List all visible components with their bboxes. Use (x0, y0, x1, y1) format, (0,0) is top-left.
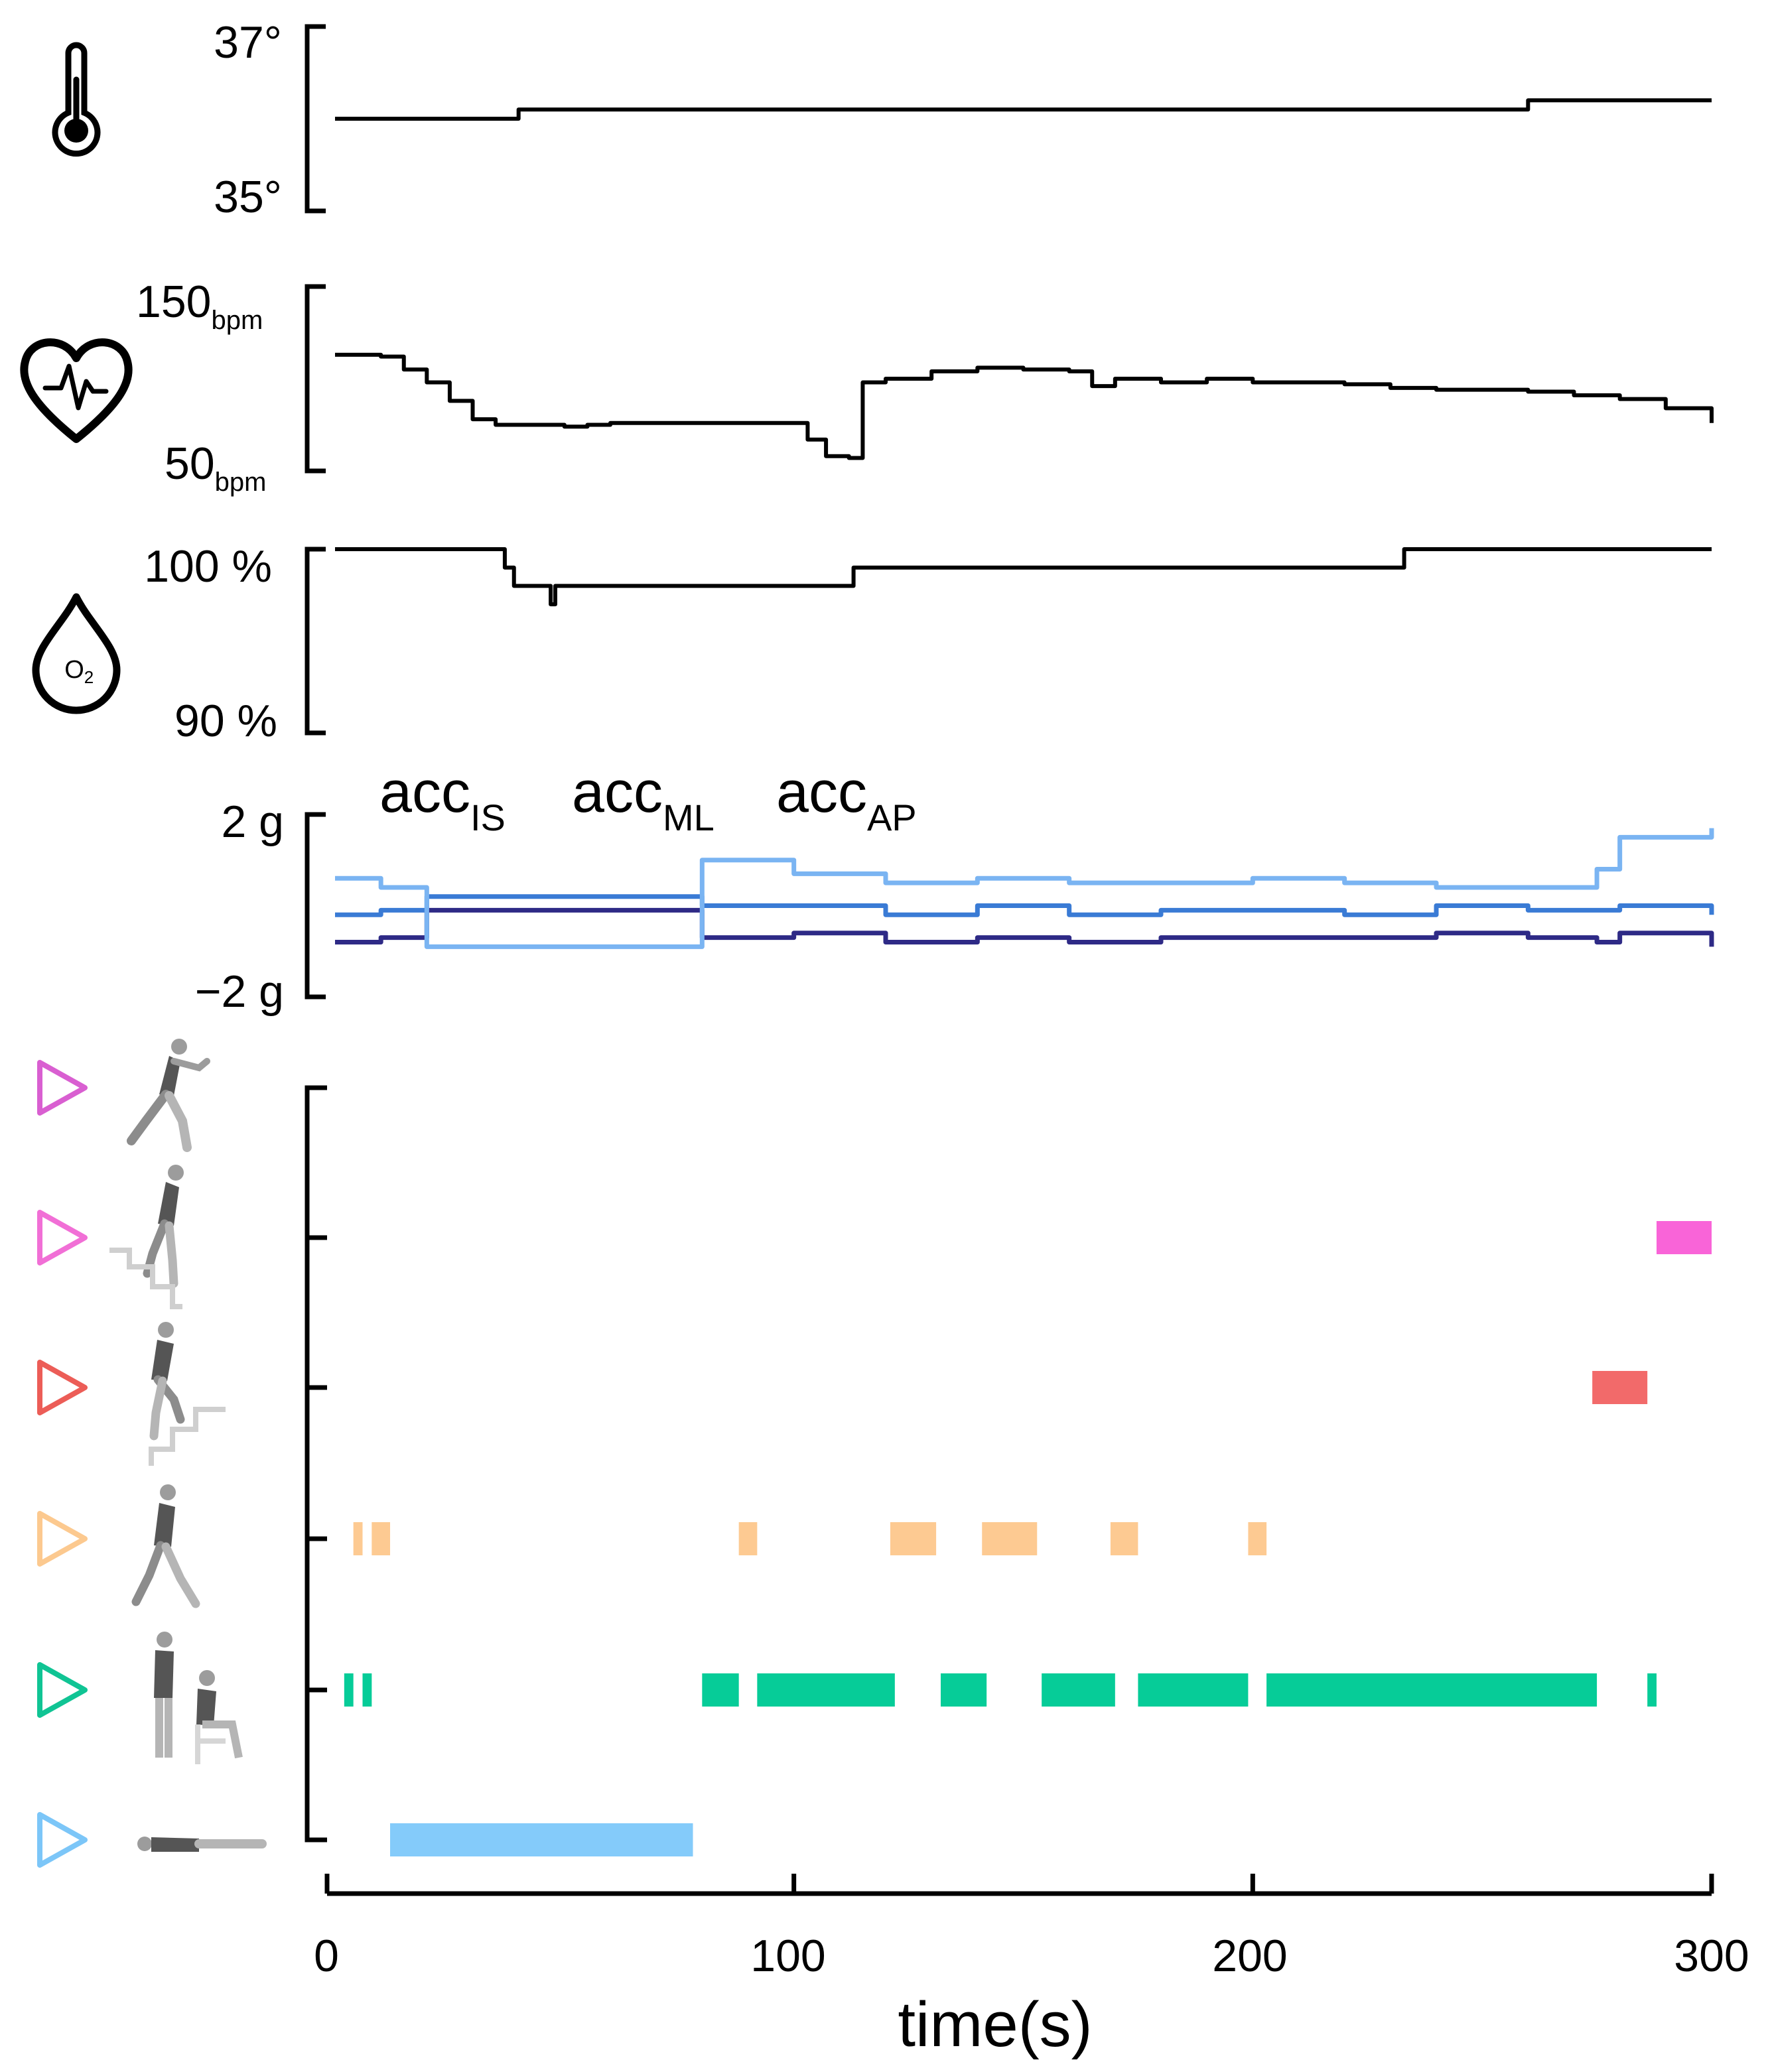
y-axis-line (305, 284, 326, 474)
activity-bar (344, 1673, 354, 1707)
tick-label: 50bpm (165, 438, 266, 497)
time-axis-tick-labels: 0 100 200 300 (314, 1931, 1749, 1981)
running-figure-icon (127, 1039, 210, 1152)
y-axis-line (305, 812, 326, 1000)
activity-bar (372, 1522, 390, 1555)
series-line-1-0 (335, 352, 1714, 460)
activity-marker-icon (37, 1060, 88, 1116)
activity-bar (1657, 1221, 1712, 1254)
activity-bar (1110, 1522, 1138, 1555)
tick-label: 100 (750, 1931, 825, 1981)
activity-bar (1042, 1673, 1115, 1707)
legend-acc-ap: accAP (776, 759, 917, 838)
thermometer-icon (52, 42, 101, 157)
legend-acc-ml: accML (572, 759, 714, 838)
series-line-2-0 (335, 547, 1712, 607)
standing-sitting-figure-icon (154, 1632, 243, 1764)
activity-bar (1592, 1371, 1648, 1404)
tick-label: 150bpm (136, 277, 263, 335)
tick-label: 0 (314, 1931, 339, 1981)
tick-label: 100 % (144, 541, 272, 592)
activity-bar (1138, 1673, 1249, 1707)
activity-bar (702, 1673, 739, 1707)
tick-label: 90 % (174, 696, 277, 746)
axes (305, 24, 1714, 1896)
activity-marker-icon (37, 1812, 88, 1868)
x-axis-title: time(s) (898, 1989, 1092, 2060)
acceleration-tick-labels: 2 g −2 g (195, 797, 284, 1017)
tick-label: 200 (1212, 1931, 1287, 1981)
temperature-tick-labels: 37° 35° (214, 17, 282, 222)
tick-label: 35° (214, 172, 282, 222)
heart-rate-tick-labels: 150bpm 50bpm (136, 277, 266, 497)
series-line-3-0 (335, 907, 1714, 947)
stairs-descending-figure-icon (109, 1165, 184, 1309)
svg-text:2: 2 (84, 667, 94, 687)
tick-label: 300 (1674, 1931, 1749, 1981)
y-axis-line (305, 24, 326, 214)
activity-bar (362, 1673, 372, 1707)
activity-bar (1647, 1673, 1657, 1707)
activity-bar (1248, 1522, 1267, 1555)
activity-marker-icon (37, 1511, 88, 1567)
activity-bar (941, 1673, 987, 1707)
activity-bars (344, 1221, 1712, 1856)
activity-bar (890, 1522, 937, 1555)
oxygen-tick-labels: 100 % 90 % (144, 541, 277, 746)
activity-bar (353, 1522, 363, 1555)
legend-acc-is: accIS (379, 759, 506, 838)
svg-text:O: O (64, 656, 84, 684)
tick-label: 2 g (221, 797, 284, 847)
acceleration-legend: accIS accML accAP (379, 759, 917, 838)
lying-figure-icon (137, 1837, 267, 1852)
activity-marker-icon (37, 1210, 88, 1265)
activity-bar (757, 1673, 895, 1707)
activity-marker-icon (37, 1662, 88, 1718)
activity-marker-icon (37, 1360, 88, 1415)
activity-axis-line (305, 1085, 327, 1843)
activity-bar (1266, 1673, 1598, 1707)
activity-bar (738, 1522, 758, 1555)
oxygen-drop-icon: O 2 (32, 593, 121, 714)
activity-bar (390, 1823, 693, 1856)
walking-figure-icon (131, 1484, 200, 1608)
heart-rate-icon (20, 338, 133, 443)
tick-label: −2 g (195, 966, 284, 1017)
series-lines (335, 98, 1714, 949)
activity-markers (37, 1060, 88, 1868)
series-line-3-1 (335, 894, 1714, 917)
series-line-3-2 (335, 828, 1714, 949)
y-axis-line (305, 547, 326, 736)
activity-bar (982, 1522, 1038, 1555)
series-line-0-0 (335, 98, 1712, 121)
tick-label: 37° (214, 17, 282, 68)
stairs-ascending-figure-icon (149, 1322, 226, 1466)
